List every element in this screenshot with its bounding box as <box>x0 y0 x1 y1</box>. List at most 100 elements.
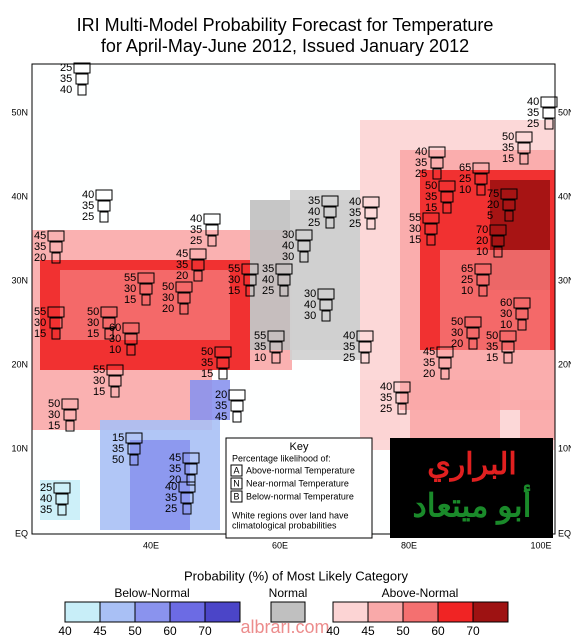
legend-label: 70 <box>466 624 480 636</box>
probability-label: 10 <box>254 352 266 364</box>
probability-box <box>230 400 244 412</box>
probability-box <box>356 330 374 342</box>
probability-label: 40 <box>282 240 294 252</box>
probability-box <box>191 259 205 271</box>
probability-label: 50 <box>486 330 498 342</box>
probability-label: 20 <box>169 474 181 486</box>
probability-box <box>232 411 242 423</box>
legend-label: 60 <box>431 624 445 636</box>
probability-box <box>321 310 331 322</box>
probability-box <box>478 285 488 297</box>
legend-swatch <box>402 601 439 623</box>
lat-label: EQ <box>15 528 28 538</box>
probability-label: 35 <box>425 191 437 203</box>
probability-label: 15 <box>87 328 99 340</box>
legend-swatch <box>270 601 306 623</box>
probability-label: 25 <box>262 285 274 297</box>
key-letter: N <box>233 478 240 488</box>
lat-label: 40N <box>11 191 28 201</box>
probability-label: 20 <box>451 338 463 350</box>
probability-label: 30 <box>48 409 60 421</box>
probability-label: 35 <box>262 263 274 275</box>
probability-box <box>472 162 490 174</box>
probability-box <box>295 229 313 241</box>
probability-label: 15 <box>112 432 124 444</box>
probability-label: 45 <box>169 452 181 464</box>
forecast-region <box>410 380 500 440</box>
probability-label: 40 <box>262 274 274 286</box>
probability-label: 60 <box>109 322 121 334</box>
legend-swatch <box>332 601 369 623</box>
probability-label: 35 <box>527 107 539 119</box>
probability-label: 15 <box>486 352 498 364</box>
key-subtitle: Percentage likelihood of: <box>232 453 331 463</box>
probability-label: 35 <box>486 341 498 353</box>
probability-label: 15 <box>502 153 514 165</box>
legend-label: 50 <box>128 624 142 636</box>
probability-label: 20 <box>487 199 499 211</box>
lat-label-right: 30N <box>558 275 571 285</box>
probability-box <box>182 503 192 515</box>
probability-label: 10 <box>109 344 121 356</box>
probability-box <box>436 346 454 358</box>
probability-box <box>180 492 194 504</box>
legend-label: 70 <box>198 624 212 636</box>
probability-box <box>65 420 75 432</box>
probability-box <box>124 333 138 345</box>
key-item: Near-normal Temperature <box>246 478 349 488</box>
probability-box <box>137 272 155 284</box>
probability-label: 35 <box>349 207 361 219</box>
probability-box <box>275 263 293 275</box>
probability-box <box>432 168 442 180</box>
probability-label: 50 <box>425 180 437 192</box>
probability-box <box>97 200 111 212</box>
probability-label: 30 <box>409 223 421 235</box>
probability-label: 20 <box>162 303 174 315</box>
probability-box <box>430 157 444 169</box>
probability-label: 5 <box>487 210 493 222</box>
probability-label: 35 <box>308 195 320 207</box>
probability-box <box>129 454 139 466</box>
probability-box <box>100 306 118 318</box>
probability-box <box>360 352 370 364</box>
probability-box <box>395 392 409 404</box>
probability-box <box>493 246 503 258</box>
probability-box <box>542 107 556 119</box>
legend-swatch <box>472 601 509 623</box>
probability-box <box>319 299 333 311</box>
probability-box <box>61 398 79 410</box>
probability-box <box>517 319 527 331</box>
probability-box <box>186 474 196 486</box>
probability-label: 10 <box>459 184 471 196</box>
probability-box <box>321 195 339 207</box>
probability-box <box>279 285 289 297</box>
probability-box <box>179 303 189 315</box>
probability-box <box>47 230 65 242</box>
probability-box <box>544 118 554 130</box>
probability-label: 15 <box>48 420 60 432</box>
legend-label: 40 <box>326 624 340 636</box>
probability-label: 35 <box>215 400 227 412</box>
probability-label: 35 <box>415 157 427 169</box>
probability-box <box>108 375 122 387</box>
probability-label: 15 <box>93 386 105 398</box>
probability-label: 50 <box>201 346 213 358</box>
probability-box <box>241 263 259 275</box>
probability-label: 25 <box>380 403 392 415</box>
watermark-box <box>390 438 553 538</box>
lat-label-right: 50N <box>558 107 571 117</box>
probability-label: 45 <box>34 230 46 242</box>
probability-box <box>464 316 482 328</box>
lat-label: 20N <box>11 359 28 369</box>
probability-label: 25 <box>349 218 361 230</box>
probability-label: 15 <box>409 234 421 246</box>
probability-box <box>503 352 513 364</box>
forecast-region <box>290 190 360 360</box>
probability-label: 15 <box>228 285 240 297</box>
probability-box <box>127 443 141 455</box>
probability-label: 35 <box>176 259 188 271</box>
probability-box <box>517 142 531 154</box>
probability-label: 45 <box>176 248 188 260</box>
probability-box <box>126 344 136 356</box>
